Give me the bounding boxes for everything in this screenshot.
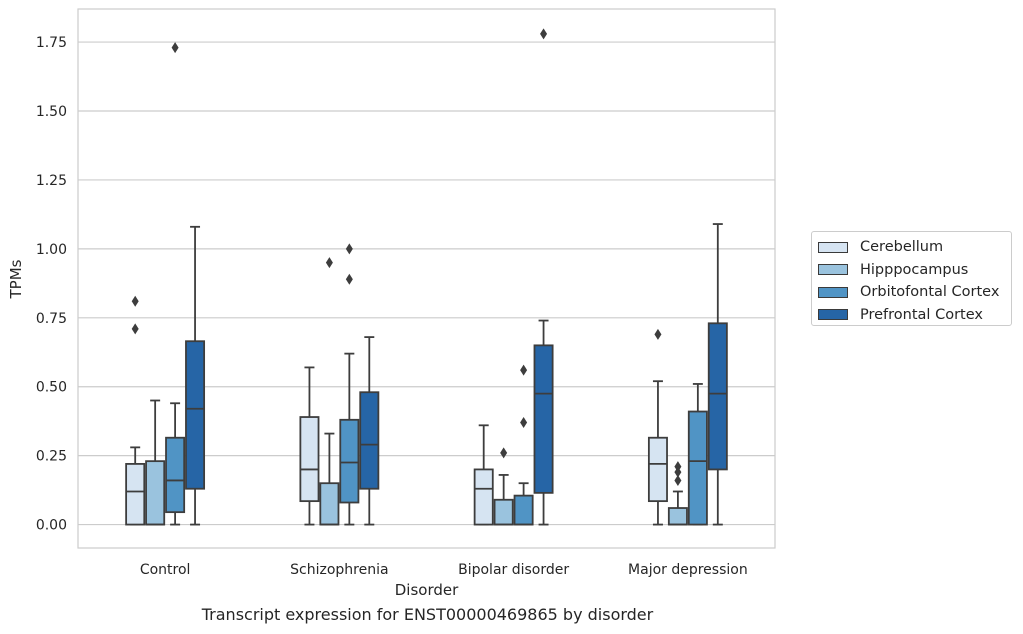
legend-label: Cerebellum [860,239,944,256]
legend-swatch [818,286,848,298]
box-body [493,498,514,526]
legend: Cerebellum Hipppocampus Orbitofontal Corte… [811,231,1012,326]
box-plot-area [125,28,728,526]
legend-swatch [818,309,848,321]
x-tick-label: Bipolar disorder [458,562,569,578]
legend-item: Orbitofontal Cortex [818,281,1011,304]
box-hipppocampus [145,399,166,526]
outlier-point [674,461,682,473]
y-tick-label: 0.00 [36,518,67,534]
legend-item: Hipppocampus [818,259,1011,282]
box-body [667,507,688,526]
box-prefrontal-cortex [185,225,206,526]
box-body [339,418,360,504]
outlier-point [674,466,682,478]
box-cerebellum [473,424,494,526]
outlier-point [540,28,548,40]
box-body [299,416,320,503]
box-body [359,391,380,490]
y-tick-label: 0.75 [36,311,67,327]
legend-item: Prefrontal Cortex [818,304,1011,327]
box-orbitofontal-cortex [687,383,708,526]
box-body [647,436,668,503]
box-body [513,494,534,526]
box-body [533,344,554,494]
legend-swatch [818,264,848,276]
y-axis-label: TPMs [7,259,25,299]
outlier-point [171,42,179,54]
outlier-point [500,447,508,459]
box-cerebellum [647,328,668,526]
x-tick-label: Schizophrenia [290,562,388,578]
outlier-point [520,417,528,429]
box-orbitofontal-cortex [165,42,186,526]
outlier-point [654,328,662,340]
box-body [473,468,494,526]
legend-label: Prefrontal Cortex [860,306,983,323]
box-body [687,410,708,526]
y-tick-label: 0.25 [36,449,67,465]
outlier-point [674,474,682,486]
box-prefrontal-cortex [359,336,380,526]
outlier-point [345,243,353,255]
box-hipppocampus [319,257,340,526]
legend-item: Cerebellum [818,236,1011,259]
box-hipppocampus [493,447,514,526]
box-orbitofontal-cortex [339,243,360,526]
box-hipppocampus [667,461,688,526]
y-axis-ticks: 0.00 0.25 0.50 0.75 1.00 1.25 1.50 1.75 [36,35,67,533]
box-prefrontal-cortex [533,28,554,526]
outlier-point [325,257,333,269]
box-cerebellum [299,366,320,526]
box-cerebellum [125,295,146,526]
box-body [165,436,186,514]
box-orbitofontal-cortex [513,364,534,526]
legend-swatch [818,241,848,253]
box-body [145,460,166,526]
y-tick-label: 1.00 [36,242,67,258]
outlier-point [345,273,353,285]
x-tick-label: Control [140,562,191,578]
y-tick-label: 0.50 [36,380,67,396]
x-tick-label: Major depression [628,562,748,578]
legend-label: Hipppocampus [860,261,969,278]
outlier-point [131,323,139,335]
box-body [185,340,206,490]
box-prefrontal-cortex [707,223,728,526]
box-body [319,482,340,526]
y-tick-label: 1.75 [36,35,67,51]
y-tick-label: 1.50 [36,104,67,120]
outlier-point [520,364,528,376]
outlier-point [131,295,139,307]
legend-label: Orbitofontal Cortex [860,284,1000,301]
box-body [707,322,728,471]
box-body [125,463,146,526]
x-axis-ticks: Control Schizophrenia Bipolar disorder Majo… [140,562,748,578]
y-tick-label: 1.25 [36,173,67,189]
x-axis-label: Disorder [395,581,459,599]
plot-frame [77,8,776,549]
chart-caption: Transcript expression for ENST0000046986… [201,605,654,624]
